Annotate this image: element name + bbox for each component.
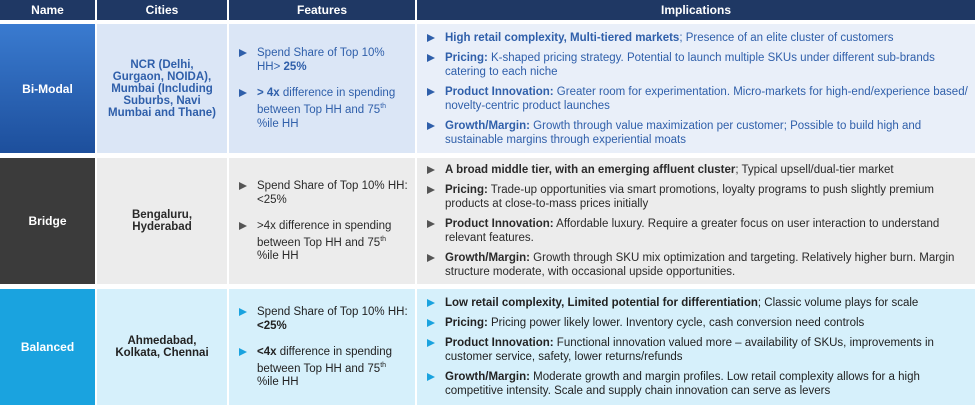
text: >4x difference in spending between Top H… [257,219,392,249]
bold-text: <4x [257,345,277,358]
bold-text: Growth/Margin: [445,371,530,383]
bullet: Product Innovation: Affordable luxury. R… [423,217,969,245]
text: th [380,103,387,111]
features-cell: Spend Share of Top 10% HH> 25% > 4x diffe… [229,24,415,153]
implications-cell: A broad middle tier, with an emerging af… [417,158,975,284]
text: %ile HH [257,250,299,263]
bold-text: Low retail complexity, Limited potential… [445,297,758,309]
bullet: Product Innovation: Functional innovatio… [423,336,969,364]
bold-text: Pricing: [445,317,488,329]
segment-name: Bi-Modal [0,24,95,153]
text: Greater room for experimentation. Micro-… [445,85,968,112]
bold-text: Growth/Margin: [445,119,530,132]
name: Bridge [28,214,67,228]
text: Spend Share of Top 10% HH: <25% [257,179,408,206]
bullet: Pricing: Pricing power likely lower. Inv… [423,316,969,330]
bullet: Pricing: K-shaped pricing strategy. Pote… [423,51,969,79]
text: ; Typical upsell/dual-tier market [735,164,894,176]
bullet: Spend Share of Top 10% HH> 25% [235,46,409,74]
bullet: Spend Share of Top 10% HH: <25% [235,305,409,333]
cities: Ahmedabad, Kolkata, Chennai [115,335,209,359]
implications-cell: High retail complexity, Multi-tiered mar… [417,24,975,153]
text: ; Classic volume plays for scale [757,297,919,309]
name: Bi-Modal [22,81,73,96]
cities-cell: NCR (Delhi, Gurgaon, NOIDA), Mumbai (Inc… [97,24,227,153]
bullet: Spend Share of Top 10% HH: <25% [235,179,409,207]
text: %ile HH [257,376,299,389]
bullet: <4x difference in spending between Top H… [235,345,409,390]
text: ; Presence of an elite cluster of custom… [679,31,894,44]
text: difference in spending between Top HH an… [257,345,393,375]
bold-text: 25% [283,61,307,74]
bullet: Growth/Margin: Moderate growth and margi… [423,370,969,398]
bullet: Product Innovation: Greater room for exp… [423,85,969,113]
bold-text: <25% [257,319,287,332]
bullet: Pricing: Trade-up opportunities via smar… [423,183,969,211]
bold-text: > 4x [257,87,280,100]
text: Functional innovation valued more – avai… [445,337,934,363]
implications-cell: Low retail complexity, Limited potential… [417,289,975,405]
features-cell: Spend Share of Top 10% HH: <25% >4x diffe… [229,158,415,284]
text: Moderate growth and margin profiles. Low… [445,371,920,397]
text: difference in spending between Top HH an… [257,87,396,116]
text: Spend Share of Top 10% HH> [257,47,385,74]
text: Growth through value maximization per cu… [445,119,922,146]
bullet: Low retail complexity, Limited potential… [423,296,969,310]
bold-text: Product Innovation: [445,337,554,349]
bold-text: A broad middle tier, with an emerging af… [445,164,736,176]
features-cell: Spend Share of Top 10% HH: <25% <4x diffe… [229,289,415,405]
bold-text: Pricing: [445,184,488,196]
header-cell: Name [0,0,95,20]
text: Trade-up opportunities via smart promoti… [445,184,934,210]
bold-text: Product Innovation: [445,218,554,230]
text: Affordable luxury. Require a greater foc… [445,218,940,244]
bullet: >4x difference in spending between Top H… [235,219,409,264]
cities-cell: Ahmedabad, Kolkata, Chennai [97,289,227,405]
header-cell: Features [229,0,415,20]
text: K-shaped pricing strategy. Potential to … [445,51,935,78]
text: th [380,361,387,369]
cities: Bengaluru, Hyderabad [131,209,193,233]
bullet: High retail complexity, Multi-tiered mar… [423,31,969,45]
bold-text: High retail complexity, Multi-tiered mar… [445,31,680,44]
bullet: A broad middle tier, with an emerging af… [423,163,969,177]
bold-text: Pricing: [445,51,488,64]
segment-name: Balanced [0,289,95,405]
cities: NCR (Delhi, Gurgaon, NOIDA), Mumbai (Inc… [108,58,216,119]
cities-cell: Bengaluru, Hyderabad [97,158,227,284]
header-cell: Implications [417,0,975,20]
bullet: > 4x difference in spending between Top … [235,86,409,131]
bold-text: Growth/Margin: [445,252,530,264]
text: Pricing power likely lower. Inventory cy… [487,317,865,329]
segment-name: Bridge [0,158,95,284]
name: Balanced [20,340,75,354]
text: Growth through SKU mix optimization and … [445,252,955,278]
bullet: Growth/Margin: Growth through SKU mix op… [423,251,969,279]
text: %ile HH [257,117,299,130]
text: th [380,235,387,243]
bullet: Growth/Margin: Growth through value maxi… [423,119,969,147]
text: Spend Share of Top 10% HH: [257,305,408,318]
bold-text: Product Innovation: [445,85,554,98]
header-cell: Cities [97,0,227,20]
